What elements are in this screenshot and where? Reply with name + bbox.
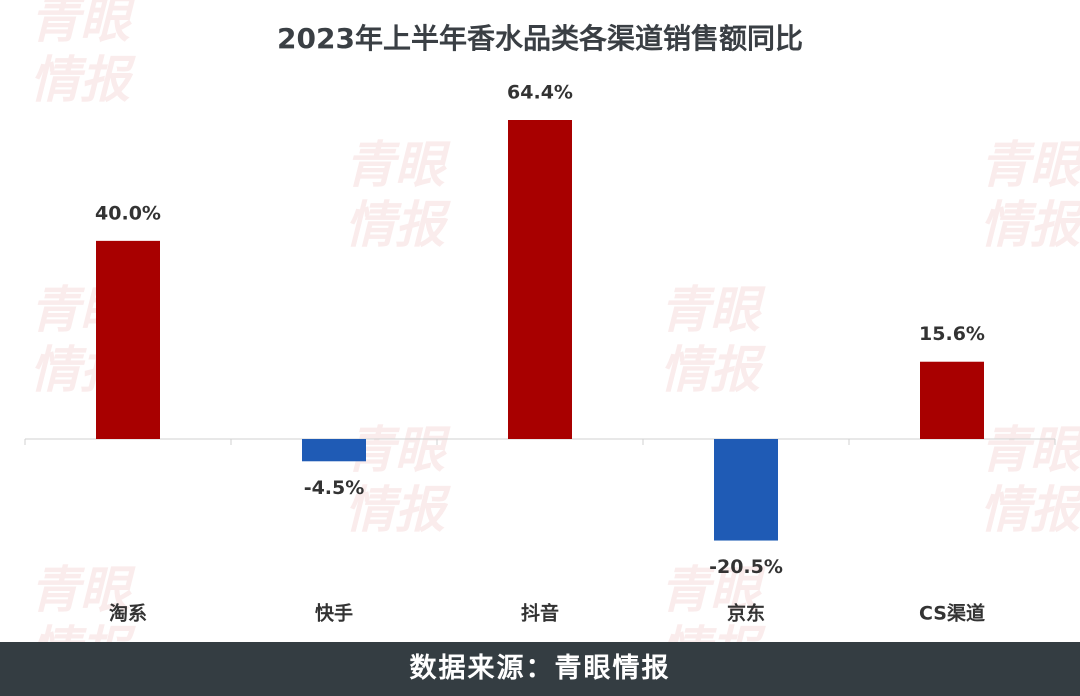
watermark: 青眼情报 xyxy=(30,0,130,109)
bar xyxy=(96,240,160,439)
source-footer: 数据来源：青眼情报 xyxy=(0,642,1080,696)
bar xyxy=(714,439,778,541)
value-label: -4.5% xyxy=(304,477,365,499)
watermark: 青眼情报 xyxy=(980,421,1080,539)
x-tick-label: CS渠道 xyxy=(919,602,985,625)
bar xyxy=(302,439,366,462)
bar xyxy=(508,120,572,439)
watermark: 青眼情报 xyxy=(660,281,760,399)
x-tick-label: 淘系 xyxy=(109,602,147,625)
watermark: 青眼情报 xyxy=(345,136,445,254)
x-tick-label: 抖音 xyxy=(521,602,559,625)
value-label: -20.5% xyxy=(709,556,783,578)
x-tick-label: 京东 xyxy=(727,602,765,625)
value-label: 15.6% xyxy=(919,323,985,345)
chart: 2023年上半年香水品类各渠道销售额同比 淘系 40.0% 快手 -4.5% 抖音 64.… xyxy=(24,22,1056,625)
x-tick-label: 快手 xyxy=(315,602,353,625)
value-label: 40.0% xyxy=(95,202,161,224)
chart-title: 2023年上半年香水品类各渠道销售额同比 xyxy=(277,22,803,55)
bar xyxy=(920,361,984,439)
value-label: 64.4% xyxy=(507,82,573,104)
watermark: 青眼情报 xyxy=(980,136,1080,254)
